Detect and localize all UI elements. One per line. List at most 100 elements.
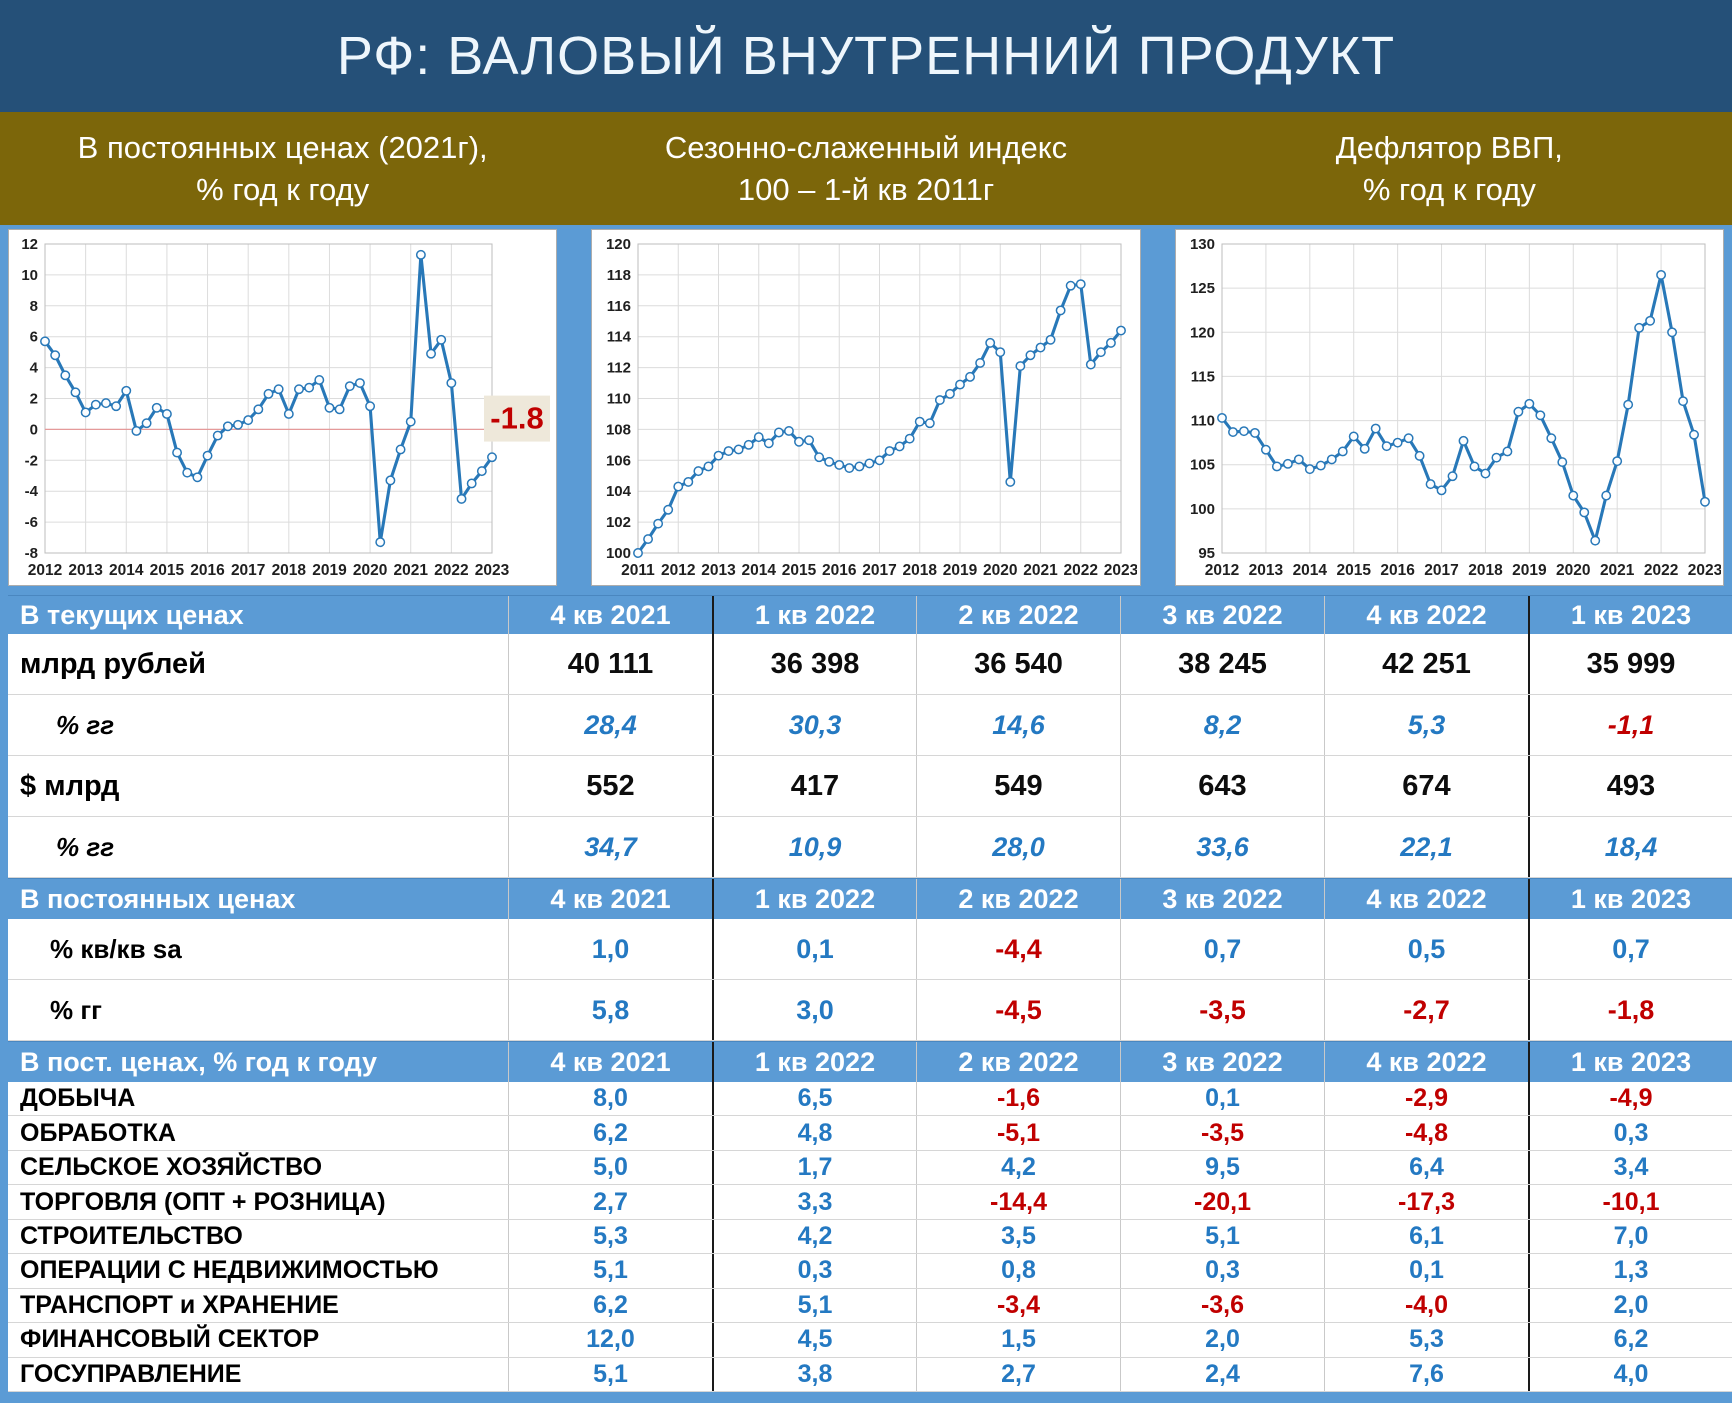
table-cell: -1,6: [916, 1082, 1120, 1116]
chart-point: [744, 439, 754, 450]
table-cell: 549: [916, 756, 1120, 816]
chart-point: [70, 387, 81, 398]
chart-point: [1688, 429, 1699, 440]
chart-point: [1644, 315, 1655, 326]
table-cell: -4,4: [916, 919, 1120, 979]
x-tick-label: 2014: [109, 562, 144, 579]
table-cell: 2,7: [916, 1357, 1120, 1391]
table-cell: 6,2: [1528, 1323, 1732, 1357]
x-tick-label: 2013: [702, 562, 737, 579]
y-tick-label: 0: [30, 421, 38, 438]
chart-point: [1392, 437, 1403, 448]
chart-point: [436, 334, 447, 345]
charts-row: 2012 2013 2014 2015 2016 2017 2018 2019 2020 2021…: [0, 225, 1732, 590]
chart-point: [1600, 490, 1611, 501]
table-cell: 5,1: [508, 1357, 712, 1391]
chart-point: [734, 444, 744, 455]
row-label: ТРАНСПОРТ и ХРАНЕНИЕ: [20, 1290, 339, 1319]
chart-point: [1513, 406, 1523, 417]
table-cell: 3,0: [712, 980, 916, 1040]
chart-point: [723, 446, 734, 456]
row-label: ОПЕРАЦИИ С НЕДВИЖИМОСТЬЮ: [20, 1256, 439, 1285]
x-tick-label: 2019: [312, 562, 347, 579]
y-tick-label: 95: [1198, 545, 1215, 562]
chart-title-line: Дефлятор ВВП,: [1335, 129, 1563, 165]
chart-point: [121, 385, 132, 396]
x-tick-label: 2015: [782, 562, 817, 579]
chart-point: [446, 378, 457, 389]
table-cell: 38 245: [1120, 634, 1324, 694]
plot-border: [637, 243, 1122, 554]
y-tick-label: 112: [607, 360, 631, 377]
column-header: 4 кв 2021: [508, 1042, 712, 1082]
chart-point: [1425, 479, 1436, 490]
x-tick-label: 2011: [622, 562, 656, 579]
y-tick-label: 116: [607, 298, 631, 315]
page-title: РФ: ВАЛОВЫЙ ВНУТРЕННИЙ ПРОДУКТ: [336, 26, 1396, 86]
chart-point: [1611, 456, 1622, 467]
gdp-table: В текущих ценах 4 кв 2021 1 кв 2022 2 кв 20…: [0, 590, 1732, 1392]
x-tick-label: 2017: [1424, 562, 1458, 579]
column-header: 1 кв 2022: [712, 596, 916, 634]
x-tick-label: 2012: [1204, 562, 1238, 579]
row-label: СЕЛЬСКОЕ ХОЗЯЙСТВО: [20, 1153, 323, 1182]
chart-point: [663, 504, 674, 515]
chart-point: [395, 444, 406, 455]
table-row: млрд рублей 40 111 36 398 36 540 38 245 42 25…: [8, 634, 1732, 695]
table-cell: -4,9: [1528, 1082, 1732, 1116]
chart-sa-index-svg: 2011 2012 2013 2014 2015 2016 2017 2018 2019 2020…: [606, 236, 1137, 579]
x-tick-label: 2018: [1468, 562, 1503, 579]
chart-titles-bar: В постоянных ценах (2021г), % год к году…: [0, 112, 1732, 225]
y-tick-label: 104: [606, 483, 632, 500]
column-header: 1 кв 2022: [712, 1042, 916, 1082]
table-row: ТРАНСПОРТ и ХРАНЕНИЕ 6,2 5,1 -3,4 -3,6 -4,0 2,…: [8, 1288, 1732, 1324]
chart-point: [1655, 269, 1666, 280]
chart-point: [683, 476, 694, 487]
chart-point: [1056, 305, 1066, 316]
chart-point: [405, 416, 416, 427]
chart-point: [824, 456, 835, 467]
y-tick-label: 6: [30, 329, 38, 346]
section-header-label: В пост. ценах, % год к году: [20, 1046, 377, 1077]
table-cell: 8,2: [1120, 695, 1324, 755]
chart-point: [1025, 350, 1036, 361]
chart-point: [466, 478, 477, 489]
table-cell: 2,0: [1528, 1288, 1732, 1323]
table-cell: 5,1: [712, 1288, 916, 1323]
chart-point: [60, 370, 71, 381]
table-cell: 4,2: [916, 1150, 1120, 1185]
table-cell: -3,5: [1120, 1116, 1324, 1150]
chart-point: [1066, 280, 1076, 291]
chart-point: [273, 384, 284, 395]
row-label: ГОСУПРАВЛЕНИЕ: [20, 1359, 242, 1388]
chart-point: [884, 446, 895, 456]
y-tick-label: 120: [606, 236, 631, 253]
chart-point: [212, 430, 223, 441]
x-tick-label: 2015: [1336, 562, 1371, 579]
table-cell: 9,5: [1120, 1150, 1324, 1185]
table-cell: 0,3: [1528, 1116, 1732, 1150]
chart-point: [915, 416, 926, 427]
table-cell: 6,2: [508, 1116, 712, 1150]
chart-point: [925, 418, 936, 429]
chart-constant-prices-svg: 2012 2013 2014 2015 2016 2017 2018 2019 2020 2021…: [21, 236, 550, 579]
table-section-header: В постоянных ценах 4 кв 2021 1 кв 2022 2 кв…: [8, 878, 1732, 919]
y-tick-label: 10: [21, 267, 38, 284]
table-cell: 417: [712, 756, 916, 816]
chart-point: [161, 409, 172, 419]
chart-point: [1436, 485, 1447, 496]
table-cell: 4,0: [1528, 1357, 1732, 1391]
table-cell: -3,4: [916, 1288, 1120, 1323]
y-tick-label: 8: [30, 298, 38, 315]
x-tick-label: 2016: [1380, 562, 1415, 579]
y-tick-label: 110: [607, 391, 631, 408]
chart-point: [1035, 342, 1046, 353]
chart-point: [263, 388, 274, 399]
y-tick-label: 108: [606, 421, 631, 438]
chart-point: [476, 466, 487, 477]
y-tick-label: 120: [1190, 324, 1215, 341]
chart-point: [415, 249, 426, 260]
table-cell: 0,3: [1120, 1254, 1324, 1288]
chart-point: [1535, 410, 1545, 421]
column-header: 4 кв 2022: [1324, 879, 1528, 919]
